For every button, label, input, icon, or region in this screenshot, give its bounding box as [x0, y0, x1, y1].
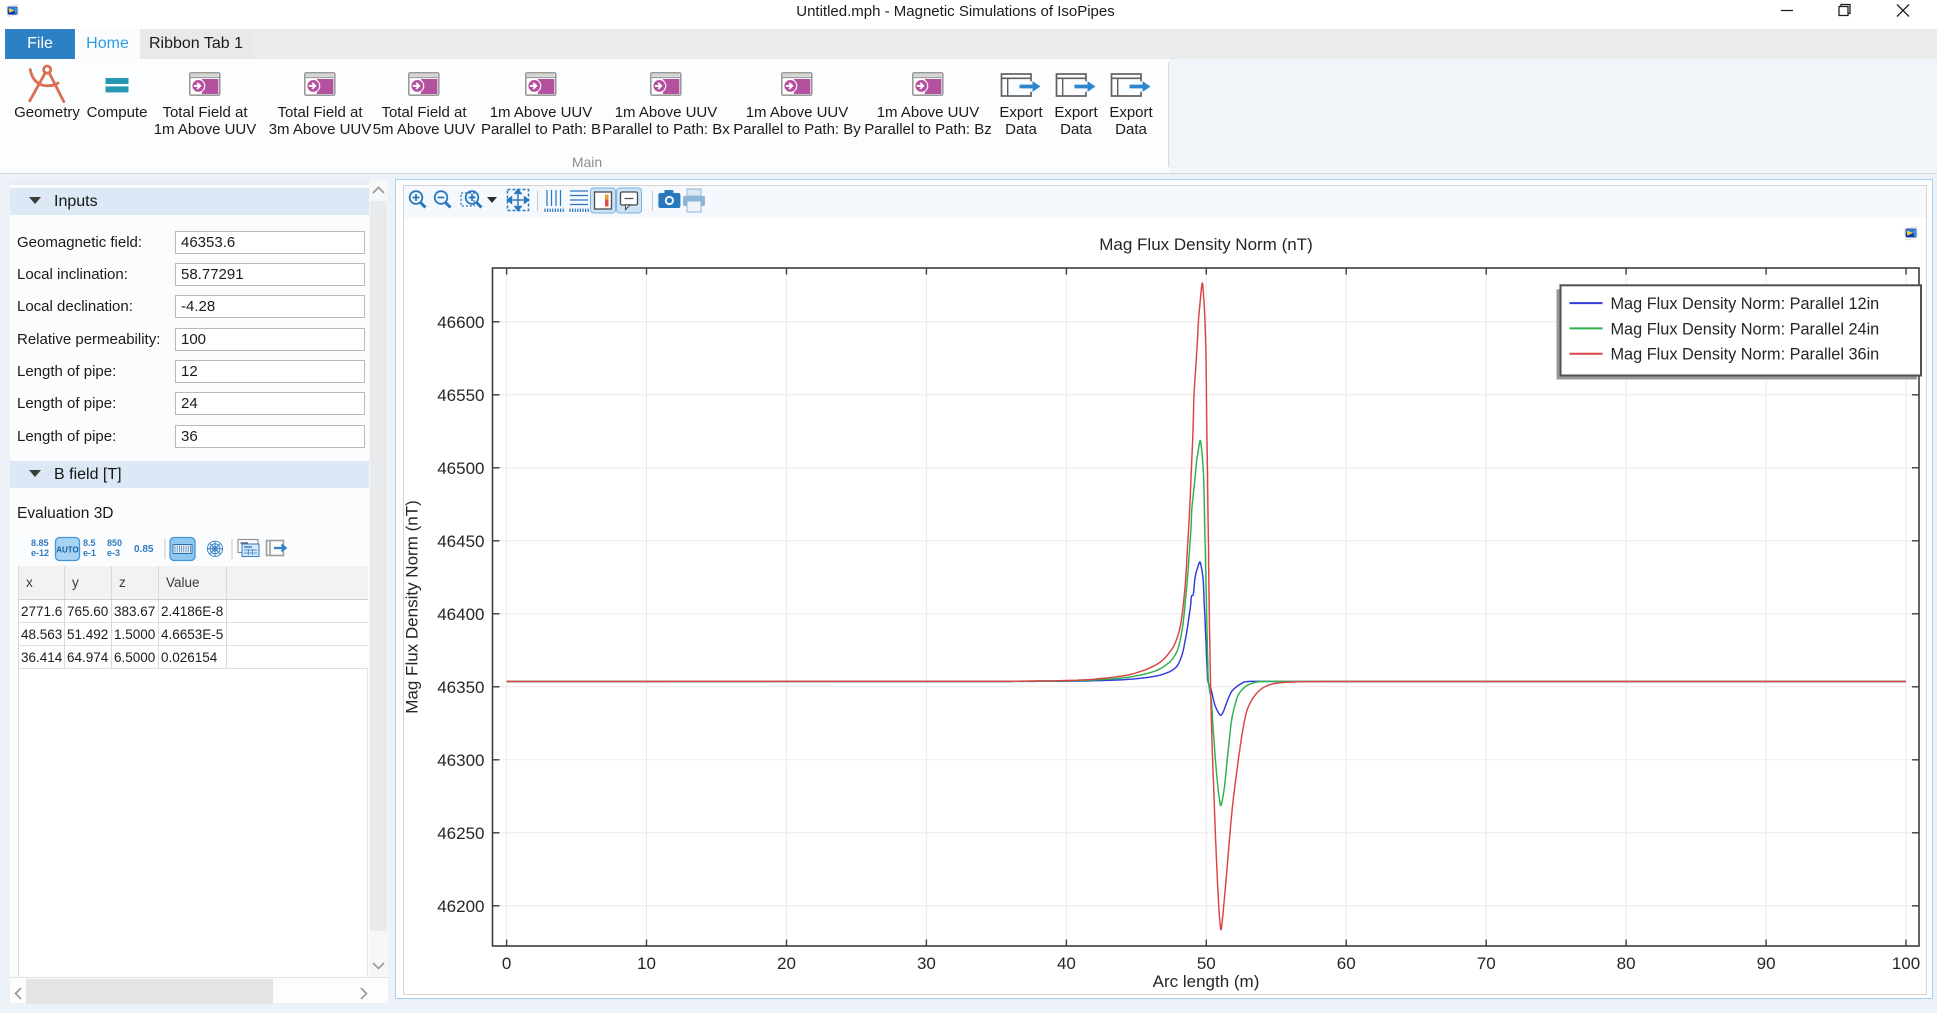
svg-text:20: 20 [777, 954, 796, 973]
svg-text:100: 100 [1892, 954, 1920, 973]
svg-text:0.85: 0.85 [134, 544, 154, 555]
svg-text:40: 40 [1057, 954, 1076, 973]
svg-text:70: 70 [1477, 954, 1496, 973]
svg-text:46300: 46300 [437, 751, 484, 770]
svg-text:e-3: e-3 [107, 548, 120, 558]
svg-text:850: 850 [107, 538, 122, 548]
svg-text:Mag Flux Density Norm: Paralle: Mag Flux Density Norm: Parallel 12in [1611, 295, 1880, 313]
svg-text:e-12: e-12 [31, 548, 49, 558]
svg-text:8.5: 8.5 [83, 538, 96, 548]
svg-text:Arc length (m): Arc length (m) [1153, 972, 1260, 991]
svg-text:30: 30 [917, 954, 936, 973]
svg-text:46350: 46350 [437, 678, 484, 697]
svg-text:46250: 46250 [437, 824, 484, 843]
svg-text:46600: 46600 [437, 313, 484, 332]
svg-text:46500: 46500 [437, 459, 484, 478]
svg-text:60: 60 [1337, 954, 1356, 973]
svg-text:8.85: 8.85 [31, 538, 49, 548]
svg-text:46200: 46200 [437, 897, 484, 916]
svg-text:46400: 46400 [437, 605, 484, 624]
svg-text:Mag Flux Density Norm: Paralle: Mag Flux Density Norm: Parallel 36in [1611, 346, 1880, 364]
svg-text:50: 50 [1197, 954, 1216, 973]
svg-text:AUTO: AUTO [56, 546, 79, 555]
svg-text:46450: 46450 [437, 532, 484, 551]
svg-text:Mag Flux Density Norm (nT): Mag Flux Density Norm (nT) [403, 500, 422, 713]
svg-text:80: 80 [1617, 954, 1636, 973]
svg-text:46550: 46550 [437, 386, 484, 405]
svg-text:90: 90 [1757, 954, 1776, 973]
svg-text:Mag Flux Density Norm (nT): Mag Flux Density Norm (nT) [1099, 235, 1312, 254]
svg-text:10: 10 [637, 954, 656, 973]
svg-text:Mag Flux Density Norm: Paralle: Mag Flux Density Norm: Parallel 24in [1611, 320, 1880, 338]
svg-text:e-1: e-1 [83, 548, 96, 558]
svg-text:0: 0 [502, 954, 511, 973]
